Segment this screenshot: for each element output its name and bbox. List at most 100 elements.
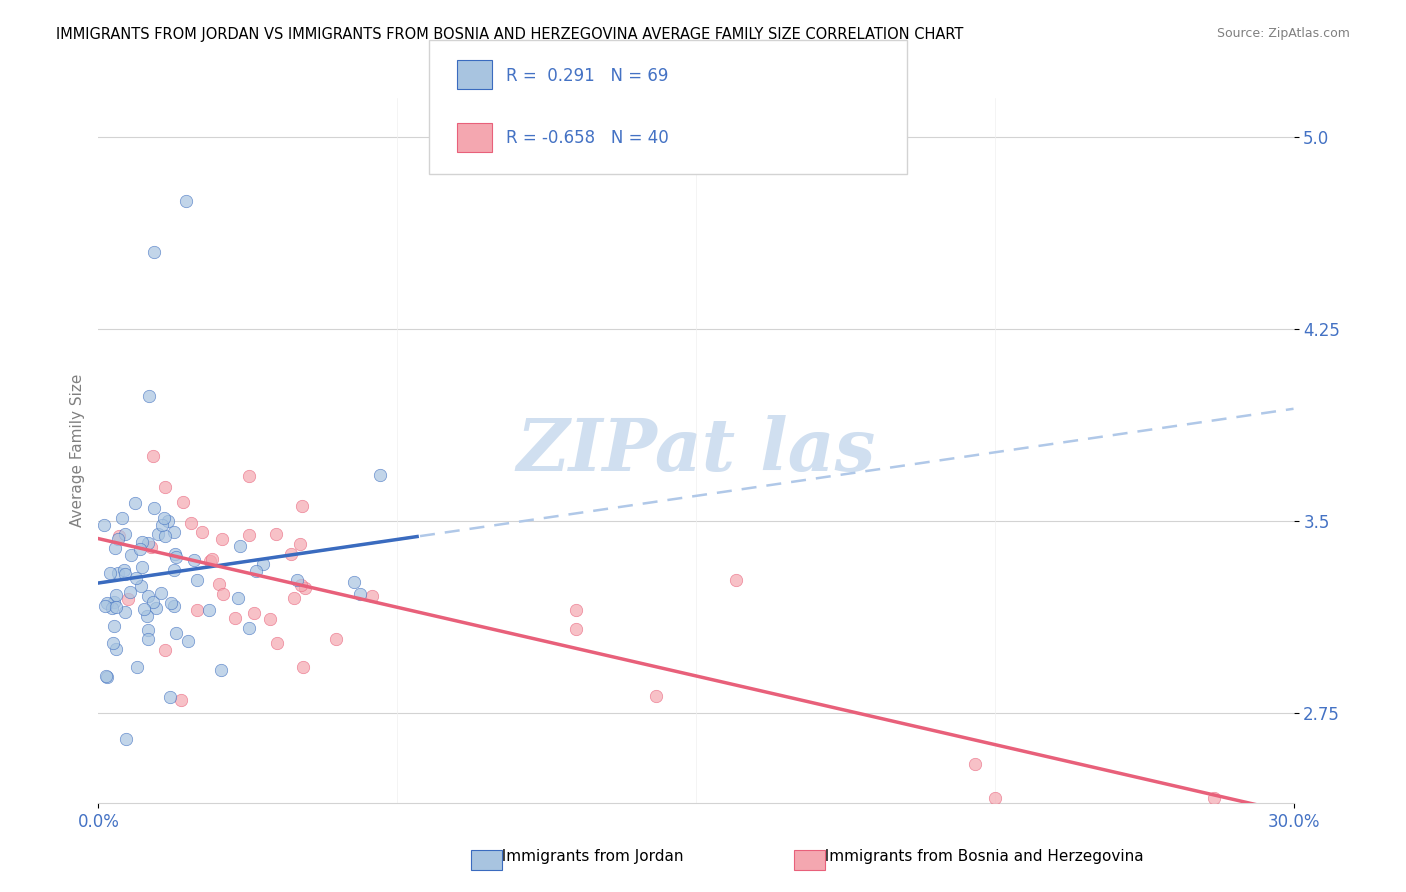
- Point: [136, 536, 159, 550]
- Point: [105, 641, 128, 656]
- Point: [252, 558, 274, 572]
- Text: ZIPat las: ZIPat las: [516, 415, 876, 486]
- Point: [107, 566, 129, 581]
- Point: [183, 553, 205, 567]
- Point: [290, 500, 312, 514]
- Point: [291, 659, 314, 673]
- Point: [208, 576, 231, 591]
- Point: [162, 563, 184, 577]
- Text: IMMIGRANTS FROM JORDAN VS IMMIGRANTS FROM BOSNIA AND HERZEGOVINA AVERAGE FAMILY : IMMIGRANTS FROM JORDAN VS IMMIGRANTS FRO…: [56, 27, 963, 42]
- Text: Immigrants from Jordan: Immigrants from Jordan: [492, 849, 683, 863]
- Point: [645, 689, 668, 703]
- Point: [259, 612, 281, 626]
- Point: [290, 578, 312, 592]
- Text: Immigrants from Bosnia and Herzegovina: Immigrants from Bosnia and Herzegovina: [815, 849, 1144, 863]
- Point: [170, 692, 193, 706]
- Point: [101, 635, 124, 649]
- Point: [288, 537, 311, 551]
- Point: [174, 194, 197, 208]
- Point: [285, 573, 308, 587]
- Point: [111, 510, 134, 524]
- Point: [114, 563, 136, 577]
- Point: [228, 540, 250, 554]
- Point: [361, 589, 384, 603]
- Point: [139, 541, 162, 555]
- Point: [100, 601, 122, 615]
- Point: [136, 632, 159, 646]
- Point: [565, 622, 588, 636]
- Point: [159, 690, 181, 704]
- Point: [238, 527, 260, 541]
- Point: [224, 611, 246, 625]
- Point: [180, 516, 202, 530]
- Point: [238, 621, 260, 635]
- Point: [266, 636, 288, 650]
- Point: [141, 595, 163, 609]
- Point: [160, 597, 183, 611]
- Y-axis label: Average Family Size: Average Family Size: [69, 374, 84, 527]
- Point: [172, 495, 194, 509]
- Point: [120, 549, 142, 563]
- Point: [209, 663, 232, 677]
- Point: [138, 624, 160, 638]
- Point: [153, 643, 176, 657]
- Point: [117, 591, 139, 606]
- Point: [155, 529, 177, 543]
- Text: Source: ZipAtlas.com: Source: ZipAtlas.com: [1216, 27, 1350, 40]
- Point: [105, 587, 128, 601]
- Point: [103, 618, 125, 632]
- Point: [156, 514, 179, 528]
- Point: [198, 603, 221, 617]
- Point: [131, 534, 153, 549]
- Point: [107, 532, 129, 546]
- Point: [125, 660, 148, 674]
- Text: R = -0.658   N = 40: R = -0.658 N = 40: [506, 129, 669, 147]
- Point: [150, 586, 173, 600]
- Point: [115, 731, 138, 746]
- Text: R =  0.291   N = 69: R = 0.291 N = 69: [506, 67, 668, 85]
- Point: [191, 525, 214, 540]
- Point: [226, 591, 249, 605]
- Point: [165, 625, 187, 640]
- Point: [128, 542, 150, 557]
- Point: [245, 564, 267, 578]
- Point: [325, 632, 347, 647]
- Point: [211, 533, 233, 547]
- Point: [165, 549, 187, 564]
- Point: [165, 547, 187, 561]
- Point: [108, 529, 131, 543]
- Point: [349, 587, 371, 601]
- Point: [238, 469, 260, 483]
- Point: [114, 605, 136, 619]
- Point: [114, 567, 136, 582]
- Point: [120, 584, 142, 599]
- Point: [131, 560, 153, 574]
- Point: [138, 389, 160, 403]
- Point: [264, 527, 287, 541]
- Point: [145, 601, 167, 615]
- Point: [153, 480, 176, 494]
- Point: [201, 552, 224, 566]
- Point: [114, 527, 136, 541]
- Point: [198, 554, 221, 568]
- Point: [186, 573, 208, 587]
- Point: [177, 633, 200, 648]
- Point: [124, 496, 146, 510]
- Point: [94, 599, 117, 614]
- Point: [163, 599, 186, 614]
- Point: [243, 606, 266, 620]
- Point: [104, 541, 127, 556]
- Point: [143, 500, 166, 515]
- Point: [152, 511, 174, 525]
- Point: [280, 547, 302, 561]
- Point: [963, 757, 986, 772]
- Point: [212, 587, 235, 601]
- Point: [1202, 790, 1225, 805]
- Point: [96, 669, 118, 683]
- Point: [93, 518, 115, 533]
- Point: [125, 571, 148, 585]
- Point: [343, 574, 366, 589]
- Point: [136, 609, 159, 624]
- Point: [96, 596, 118, 610]
- Point: [142, 450, 165, 464]
